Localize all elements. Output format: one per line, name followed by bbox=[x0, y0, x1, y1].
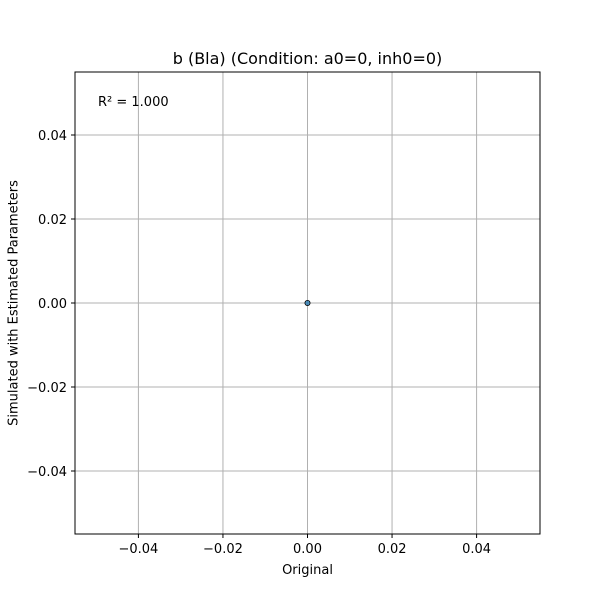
x-axis-label: Original bbox=[282, 563, 333, 578]
axis-ticks: −0.04 −0.02 0.00 0.02 0.04 −0.04 −0.02 0.00 0.02… bbox=[27, 129, 491, 557]
x-tick-label: −0.02 bbox=[203, 542, 243, 557]
y-axis-label: Simulated with Estimated Parameters bbox=[7, 180, 22, 426]
x-tick-label: 0.04 bbox=[462, 542, 491, 557]
data-point bbox=[304, 299, 311, 306]
chart-title: b (Bla) (Condition: a0=0, inh0=0) bbox=[173, 49, 443, 68]
grid-lines bbox=[75, 72, 540, 534]
y-tick-label: −0.02 bbox=[27, 381, 67, 396]
y-tick-label: −0.04 bbox=[27, 465, 67, 480]
x-tick-label: 0.02 bbox=[378, 542, 407, 557]
y-tick-label: 0.02 bbox=[38, 213, 67, 228]
r-squared-annotation: R² = 1.000 bbox=[98, 95, 169, 110]
y-tick-label: 0.04 bbox=[38, 129, 67, 144]
x-tick-label: 0.00 bbox=[293, 542, 322, 557]
x-tick-label: −0.04 bbox=[118, 542, 158, 557]
data-points bbox=[304, 299, 311, 306]
y-tick-label: 0.00 bbox=[38, 297, 67, 312]
